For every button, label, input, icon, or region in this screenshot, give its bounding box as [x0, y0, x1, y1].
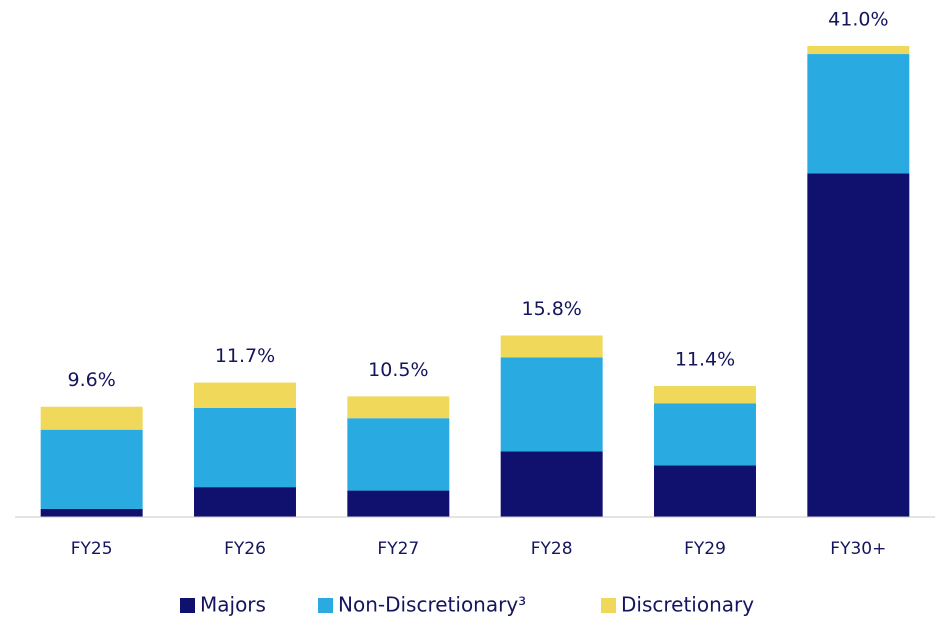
x-tick-label: FY25 — [71, 539, 113, 559]
bar-segment — [194, 487, 296, 517]
bar-segment — [500, 335, 603, 358]
total-label: 9.6% — [68, 369, 116, 391]
bar-segment — [807, 46, 910, 55]
bar-segment — [654, 386, 756, 404]
bar-segment — [807, 173, 910, 517]
bar-segment — [347, 396, 450, 419]
legend-swatch — [601, 598, 616, 613]
x-tick-label: FY30+ — [830, 539, 886, 559]
bar-segment — [40, 406, 143, 430]
bar-segment — [194, 382, 296, 408]
bar-segment — [500, 451, 603, 517]
bar-segment — [654, 403, 756, 466]
legend-label: Non-Discretionary³ — [338, 593, 526, 617]
bar-segment — [807, 54, 910, 174]
total-label: 41.0% — [828, 9, 888, 31]
legend-label: Majors — [200, 593, 266, 617]
x-tick-label: FY27 — [377, 539, 419, 559]
bar-segment — [40, 508, 143, 517]
bar-segment — [194, 407, 296, 488]
total-label: 15.8% — [521, 298, 581, 320]
legend-label: Discretionary — [621, 593, 754, 617]
bar-segment — [347, 418, 450, 491]
bar-segment — [40, 429, 143, 509]
bar-segment — [347, 490, 450, 517]
x-tick-label: FY28 — [531, 539, 573, 559]
total-label: 10.5% — [368, 359, 428, 381]
legend-swatch — [318, 598, 333, 613]
bar-segment — [654, 465, 756, 517]
legend-swatch — [180, 598, 195, 613]
total-label: 11.7% — [215, 345, 275, 367]
x-tick-label: FY26 — [224, 539, 266, 559]
total-label: 11.4% — [675, 349, 735, 371]
bar-segment — [500, 357, 603, 452]
x-tick-label: FY29 — [684, 539, 726, 559]
